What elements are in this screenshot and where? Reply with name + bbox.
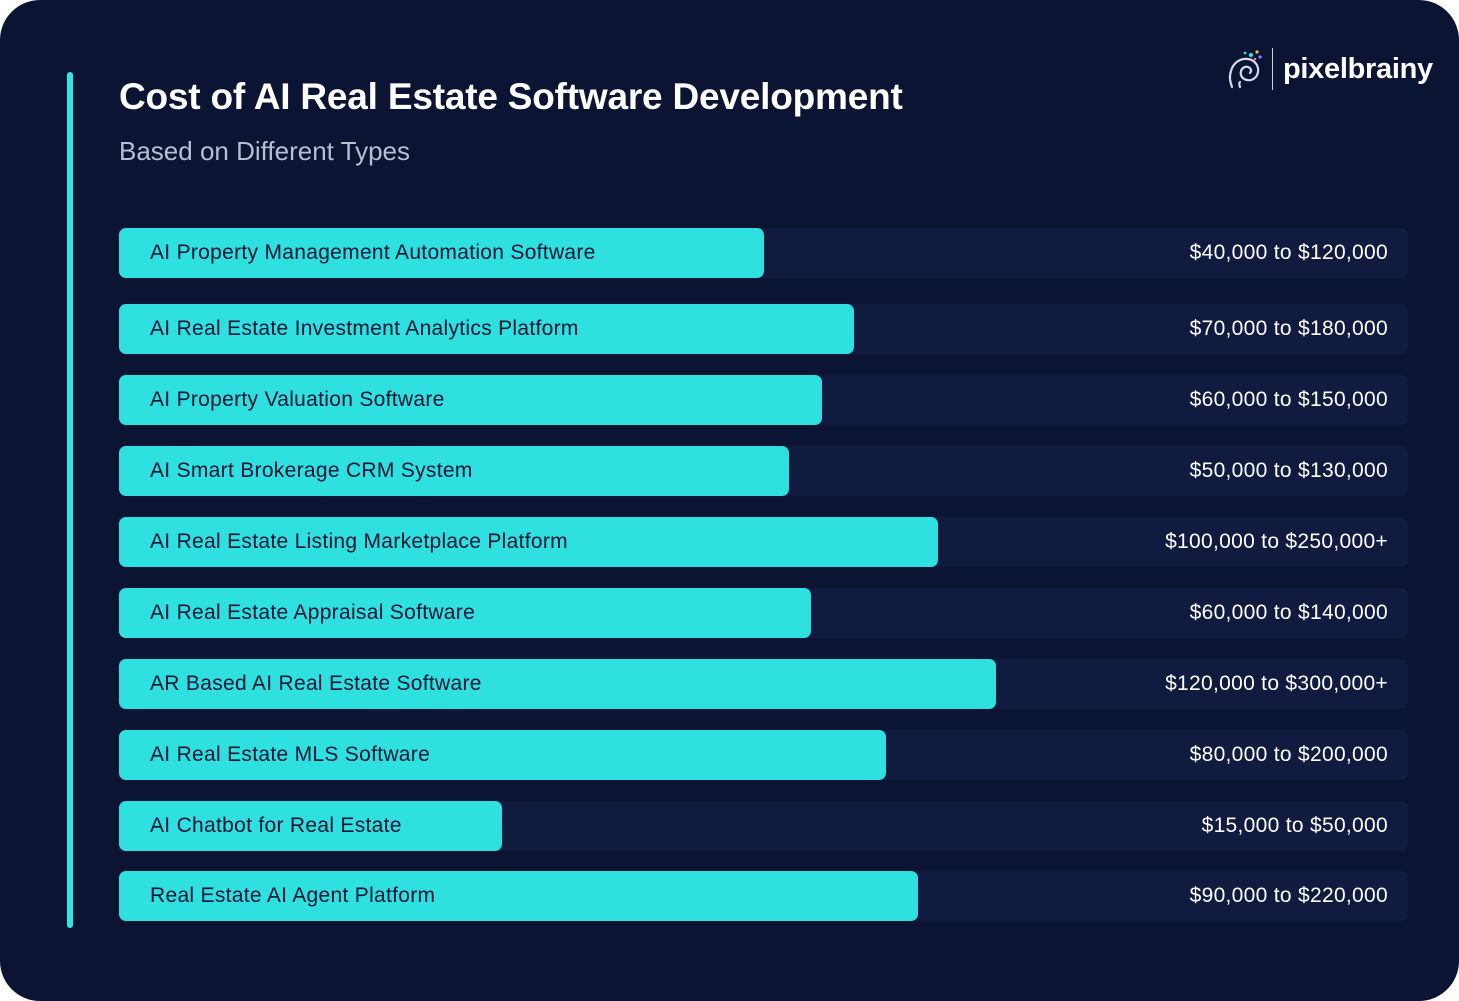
bar: AI Property Management Automation Softwa… [119, 228, 764, 278]
category-label: AI Real Estate Investment Analytics Plat… [150, 317, 579, 340]
value-label: $80,000 to $200,000 [1189, 743, 1388, 766]
bar-track: AR Based AI Real Estate Software $120,000… [119, 659, 1408, 709]
bar-track: AI Real Estate MLS Software $80,000 to $2… [119, 730, 1408, 780]
category-label: AI Chatbot for Real Estate [150, 814, 402, 837]
value-label: $40,000 to $120,000 [1189, 241, 1388, 264]
bar: Real Estate AI Agent Platform [119, 871, 918, 921]
category-label: AI Smart Brokerage CRM System [150, 459, 473, 482]
bar: AI Real Estate Appraisal Software [119, 588, 811, 638]
bar: AI Property Valuation Software [119, 375, 822, 425]
value-label: $70,000 to $180,000 [1189, 317, 1388, 340]
category-label: AI Property Management Automation Softwa… [150, 241, 596, 264]
value-label: $60,000 to $140,000 [1189, 601, 1388, 624]
value-label: $90,000 to $220,000 [1189, 884, 1388, 907]
category-label: AI Property Valuation Software [150, 388, 445, 411]
chart-title: Cost of AI Real Estate Software Developm… [119, 76, 903, 117]
bar-track: AI Chatbot for Real Estate $15,000 to $50… [119, 801, 1408, 851]
bar-track: AI Property Management Automation Softwa… [119, 228, 1408, 278]
bar-track: AI Real Estate Listing Marketplace Platf… [119, 517, 1408, 567]
bar: AI Real Estate Investment Analytics Plat… [119, 304, 854, 354]
accent-line [67, 72, 73, 928]
bar-track: AI Property Valuation Software $60,000 to… [119, 375, 1408, 425]
brain-swirl-icon [1228, 50, 1262, 89]
bar: AI Real Estate MLS Software [119, 730, 886, 780]
category-label: AI Real Estate Listing Marketplace Platf… [150, 530, 568, 553]
bar: AR Based AI Real Estate Software [119, 659, 996, 709]
brand-wordmark: pixelbrainy [1283, 52, 1433, 85]
bar-track: Real Estate AI Agent Platform $90,000 to … [119, 871, 1408, 921]
bar: AI Real Estate Listing Marketplace Platf… [119, 517, 938, 567]
value-label: $120,000 to $300,000+ [1165, 672, 1388, 695]
category-label: AI Real Estate Appraisal Software [150, 601, 476, 624]
bar-track: AI Real Estate Investment Analytics Plat… [119, 304, 1408, 354]
bar: AI Chatbot for Real Estate [119, 801, 502, 851]
value-label: $100,000 to $250,000+ [1165, 530, 1388, 553]
bar: AI Smart Brokerage CRM System [119, 446, 789, 496]
bar-track: AI Real Estate Appraisal Software $60,000… [119, 588, 1408, 638]
bar-track: AI Smart Brokerage CRM System $50,000 to … [119, 446, 1408, 496]
value-label: $15,000 to $50,000 [1201, 814, 1388, 837]
category-label: AR Based AI Real Estate Software [150, 672, 482, 695]
category-label: AI Real Estate MLS Software [150, 743, 431, 766]
value-label: $50,000 to $130,000 [1189, 459, 1388, 482]
value-label: $60,000 to $150,000 [1189, 388, 1388, 411]
category-label: Real Estate AI Agent Platform [150, 884, 436, 907]
brand-logo: pixelbrainy [1226, 46, 1433, 92]
chart-subtitle: Based on Different Types [119, 136, 411, 166]
logo-divider [1272, 48, 1273, 90]
